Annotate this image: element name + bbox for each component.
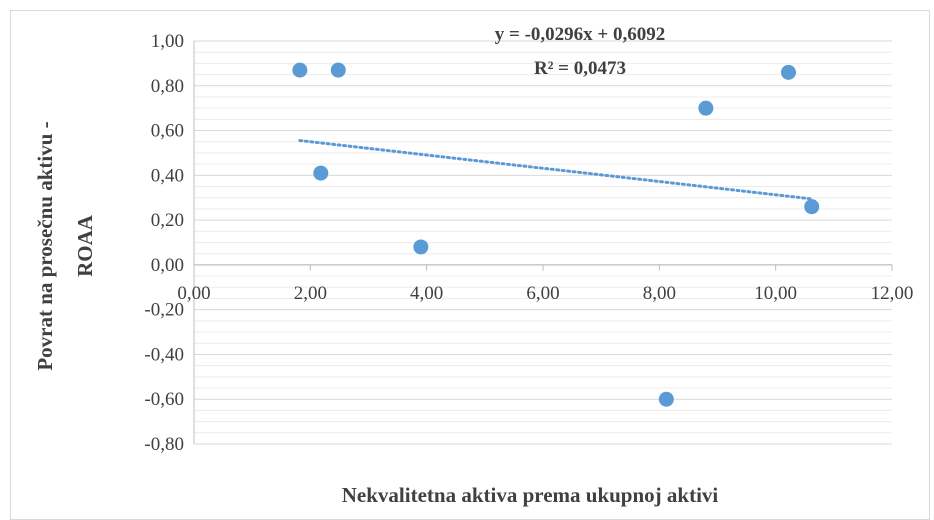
- data-point: [780, 64, 796, 80]
- data-point: [313, 165, 329, 181]
- data-point: [292, 62, 308, 78]
- x-tick-label: 2,00: [294, 283, 327, 304]
- x-tick-label: 0,00: [177, 283, 210, 304]
- y-tick-label: 0,80: [151, 76, 184, 97]
- y-tick-label: -0,60: [144, 389, 184, 410]
- y-tick-label: 0,00: [151, 255, 184, 276]
- x-tick-label: 12,00: [871, 283, 914, 304]
- data-point: [330, 62, 346, 78]
- r-squared-label: R² = 0,0473: [534, 58, 626, 79]
- y-axis-title-line-2: ROAA: [73, 214, 97, 277]
- y-tick-label: -0,40: [144, 344, 184, 365]
- data-points: [292, 62, 820, 407]
- y-axis-title-line-1: Povrat na prosečnu aktivu -: [33, 121, 57, 370]
- trendline-equation: y = -0,0296x + 0,6092: [495, 24, 665, 45]
- x-tick-label: 8,00: [643, 283, 676, 304]
- y-tick-label: 1,00: [151, 31, 184, 52]
- axes: [193, 41, 893, 444]
- y-tick-label: -0,80: [144, 434, 184, 455]
- y-tick-label: 0,40: [151, 165, 184, 186]
- x-tick-labels: 0,00 2,00 4,00 6,00 8,00 10,00 12,00: [177, 283, 913, 304]
- data-point: [413, 239, 429, 255]
- x-tick-label: 6,00: [526, 283, 559, 304]
- y-tick-labels: 1,00 0,80 0,60 0,40 0,20 0,00 -0,20 -0,40 -0,60 -…: [144, 31, 184, 455]
- trendline: [298, 139, 814, 201]
- x-tick-label: 10,00: [754, 283, 797, 304]
- y-tick-label: 0,20: [151, 210, 184, 231]
- y-tick-label: -0,20: [144, 300, 184, 321]
- data-point: [804, 199, 820, 215]
- data-point: [658, 391, 674, 407]
- trendline-path: [298, 139, 814, 201]
- x-axis-title: Nekvalitetna aktiva prema ukupnoj aktivi: [342, 483, 719, 507]
- x-tick-label: 4,00: [410, 283, 443, 304]
- y-tick-label: 0,60: [151, 121, 184, 142]
- data-point: [698, 100, 714, 116]
- grid-lines: [194, 40, 892, 445]
